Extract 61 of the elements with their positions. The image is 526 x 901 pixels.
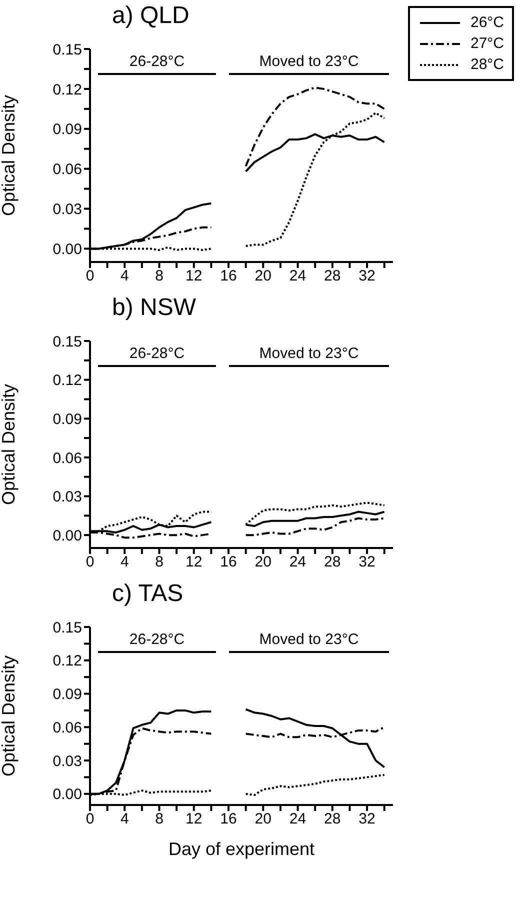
y-tick-label: 0.06 bbox=[52, 719, 82, 736]
annotation: Moved to 23°C bbox=[258, 631, 360, 648]
x-tick-label: 4 bbox=[120, 554, 129, 571]
x-tick-label: 12 bbox=[186, 268, 202, 285]
x-tick-label: 32 bbox=[358, 268, 376, 285]
x-tick-label: 4 bbox=[120, 268, 129, 285]
x-tick-label: 28 bbox=[324, 268, 341, 285]
x-tick-label: 8 bbox=[155, 268, 164, 285]
y-tick-label: 0.03 bbox=[52, 201, 82, 218]
x-tick-label: 0 bbox=[86, 810, 94, 828]
x-tick-label: 24 bbox=[289, 810, 306, 828]
y-tick-label: 0.15 bbox=[52, 333, 82, 350]
x-tick-label: 8 bbox=[155, 810, 164, 828]
x-tick-label: 32 bbox=[358, 810, 376, 828]
y-axis-title: Optical Density bbox=[0, 655, 18, 777]
x-tick-label: 8 bbox=[155, 554, 164, 571]
x-tick-label: 16 bbox=[220, 554, 237, 571]
annotation: Moved to 23°C bbox=[258, 53, 360, 70]
y-tick-label: 0.06 bbox=[52, 161, 82, 178]
chart-title: c) TAS bbox=[112, 580, 184, 608]
y-tick-label: 0.00 bbox=[52, 241, 82, 258]
x-tick-label: 28 bbox=[324, 810, 341, 828]
y-tick-label: 0.15 bbox=[52, 41, 82, 58]
y-tick-label: 0.03 bbox=[52, 488, 82, 506]
legend-label: 27°C bbox=[470, 35, 504, 52]
y-tick-label: 0.06 bbox=[52, 450, 82, 467]
x-tick-label: 16 bbox=[220, 810, 237, 828]
legend-label: 28°C bbox=[470, 56, 504, 73]
y-tick-label: 0.12 bbox=[52, 372, 82, 390]
legend-label: 26°C bbox=[470, 14, 504, 31]
y-tick-label: 0.09 bbox=[52, 121, 82, 138]
x-tick-label: 16 bbox=[220, 268, 237, 285]
annotation: 26-28°C bbox=[128, 345, 186, 362]
annotation: Moved to 23°C bbox=[258, 345, 360, 362]
y-axis-title: Optical Density bbox=[0, 94, 18, 216]
x-tick-label: 0 bbox=[86, 268, 94, 285]
x-tick-label: 20 bbox=[254, 268, 272, 285]
y-tick-label: 0.00 bbox=[52, 786, 82, 804]
annotation: 26-28°C bbox=[128, 631, 186, 648]
y-tick-label: 0.12 bbox=[52, 81, 82, 98]
x-tick-label: 24 bbox=[289, 554, 306, 571]
x-tick-label: 20 bbox=[254, 554, 272, 571]
y-tick-label: 0.00 bbox=[52, 527, 82, 544]
annotation: 26-28°C bbox=[128, 53, 186, 70]
x-tick-label: 4 bbox=[120, 810, 129, 828]
x-axis-title: Day of experiment bbox=[168, 839, 315, 859]
x-tick-label: 12 bbox=[186, 554, 202, 571]
y-tick-label: 0.03 bbox=[52, 752, 82, 770]
x-tick-label: 28 bbox=[324, 554, 341, 571]
y-tick-label: 0.09 bbox=[52, 410, 82, 428]
x-tick-label: 20 bbox=[254, 810, 272, 828]
chart-title: b) NSW bbox=[112, 294, 196, 322]
y-tick-label: 0.12 bbox=[52, 652, 82, 670]
y-tick-label: 0.09 bbox=[52, 686, 82, 704]
x-tick-label: 24 bbox=[289, 268, 306, 285]
y-axis-title: Optical Density bbox=[0, 384, 18, 506]
chart-title: a) QLD bbox=[112, 2, 190, 30]
x-tick-label: 0 bbox=[86, 554, 94, 571]
y-tick-label: 0.15 bbox=[52, 619, 82, 636]
x-tick-label: 12 bbox=[186, 810, 202, 828]
x-tick-label: 32 bbox=[358, 554, 376, 571]
